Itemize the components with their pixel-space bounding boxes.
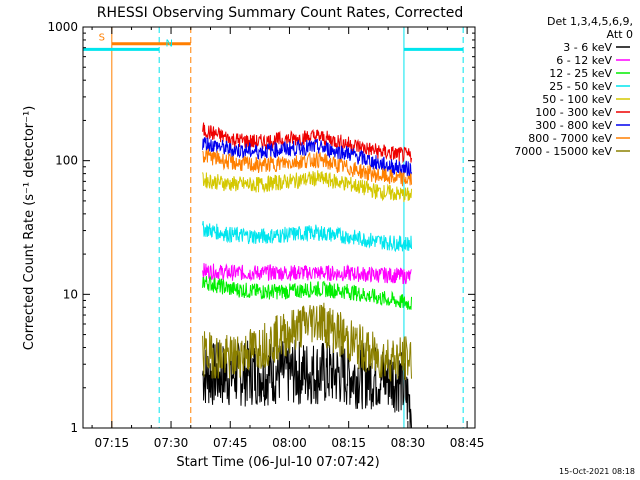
annotation-label: S	[99, 33, 105, 44]
x-tick-label: 07:45	[213, 436, 248, 450]
x-tick-label: 08:00	[272, 436, 307, 450]
legend-header-line-1: Det 1,3,4,5,6,9,	[547, 15, 633, 28]
x-tick-label: 07:15	[95, 436, 130, 450]
legend-label: 25 - 50 keV	[549, 80, 612, 93]
y-tick-label: 1	[70, 421, 78, 435]
series-line	[202, 170, 412, 202]
series-points	[202, 129, 412, 157]
series-line	[202, 275, 412, 310]
series-line	[202, 148, 412, 187]
legend-label: 100 - 300 keV	[535, 106, 612, 119]
series-line	[202, 137, 412, 179]
series-points	[202, 372, 412, 409]
legend-label: 300 - 800 keV	[535, 119, 612, 132]
y-axis-label: Corrected Count Rate (s⁻¹ detector⁻¹)	[22, 106, 37, 351]
legend-label: 6 - 12 keV	[556, 54, 612, 67]
x-tick-label: 08:45	[450, 436, 485, 450]
legend-label: 7000 - 15000 keV	[514, 145, 612, 158]
y-tick-label: 1000	[47, 20, 78, 34]
legend-label: 3 - 6 keV	[563, 41, 612, 54]
series-line	[202, 220, 412, 253]
series-points	[202, 270, 412, 277]
x-axis-label: Start Time (06-Jul-10 07:07:42)	[176, 455, 379, 470]
y-tick-label: 10	[63, 287, 78, 301]
plot-frame	[82, 26, 476, 429]
footer-timestamp: 15-Oct-2021 08:18	[559, 467, 635, 476]
legend-label: 800 - 7000 keV	[528, 132, 612, 145]
series-points	[202, 154, 412, 180]
legend-header-line-2: Att 0	[607, 28, 633, 41]
series-points	[202, 228, 412, 244]
series-points	[202, 142, 412, 170]
legend-label: 12 - 25 keV	[549, 67, 612, 80]
chart-title: RHESSI Observing Summary Count Rates, Co…	[97, 5, 463, 21]
series-points	[202, 318, 412, 359]
x-tick-label: 07:30	[154, 436, 189, 450]
series-line	[202, 263, 412, 285]
series-points	[202, 178, 412, 196]
data-layer	[202, 122, 412, 429]
y-tick-label: 100	[55, 154, 78, 168]
x-tick-label: 08:15	[331, 436, 366, 450]
x-tick-label: 08:30	[391, 436, 426, 450]
axis-layer: 07:15 07:30 07:45 08:00 08:15 08:30 08:45 1 10 10…	[47, 20, 484, 450]
series-line	[202, 122, 412, 164]
legend-label: 50 - 100 keV	[542, 93, 612, 106]
series-points	[202, 281, 412, 304]
series-line	[202, 302, 412, 382]
annotation-label: N	[165, 38, 172, 49]
